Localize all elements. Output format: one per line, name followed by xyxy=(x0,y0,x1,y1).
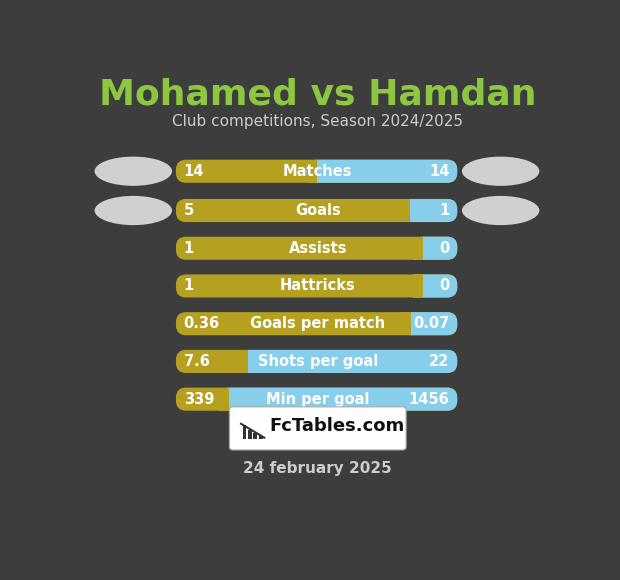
Text: Club competitions, Season 2024/2025: Club competitions, Season 2024/2025 xyxy=(172,114,463,129)
Text: Shots per goal: Shots per goal xyxy=(258,354,378,369)
Text: 5: 5 xyxy=(184,203,194,218)
Text: 1: 1 xyxy=(184,278,194,293)
Bar xyxy=(238,350,248,373)
FancyBboxPatch shape xyxy=(401,312,458,335)
FancyBboxPatch shape xyxy=(176,160,458,183)
Text: Goals: Goals xyxy=(295,203,340,218)
Bar xyxy=(254,433,257,439)
Text: 1: 1 xyxy=(184,241,194,256)
Bar xyxy=(306,160,317,183)
FancyBboxPatch shape xyxy=(306,160,458,183)
FancyBboxPatch shape xyxy=(400,199,458,222)
Bar xyxy=(219,387,229,411)
Ellipse shape xyxy=(462,196,539,225)
Bar xyxy=(414,274,423,298)
Text: Goals per match: Goals per match xyxy=(250,316,385,331)
Text: Matches: Matches xyxy=(283,164,353,179)
Text: FcTables.com: FcTables.com xyxy=(270,417,405,435)
Bar xyxy=(400,199,410,222)
Text: 14: 14 xyxy=(184,164,204,179)
FancyBboxPatch shape xyxy=(414,237,458,260)
Text: 0.07: 0.07 xyxy=(414,316,450,331)
Text: Assists: Assists xyxy=(288,241,347,256)
Text: Mohamed vs Hamdan: Mohamed vs Hamdan xyxy=(99,77,536,111)
Text: 0: 0 xyxy=(439,278,450,293)
FancyBboxPatch shape xyxy=(238,350,458,373)
Text: 14: 14 xyxy=(429,164,450,179)
FancyBboxPatch shape xyxy=(176,312,458,335)
Bar xyxy=(248,430,252,439)
FancyBboxPatch shape xyxy=(176,237,458,260)
Bar xyxy=(414,237,423,260)
FancyBboxPatch shape xyxy=(219,387,458,411)
Text: Min per goal: Min per goal xyxy=(266,392,370,407)
Text: 339: 339 xyxy=(184,392,214,407)
Ellipse shape xyxy=(95,157,172,186)
Text: 24 february 2025: 24 february 2025 xyxy=(244,461,392,476)
Text: 0.36: 0.36 xyxy=(184,316,220,331)
Bar xyxy=(401,312,412,335)
Ellipse shape xyxy=(462,157,539,186)
Text: 1456: 1456 xyxy=(409,392,450,407)
Text: 1: 1 xyxy=(439,203,450,218)
FancyBboxPatch shape xyxy=(176,387,458,411)
FancyBboxPatch shape xyxy=(176,199,458,222)
FancyBboxPatch shape xyxy=(229,407,406,450)
Text: 7.6: 7.6 xyxy=(184,354,210,369)
Ellipse shape xyxy=(95,196,172,225)
FancyBboxPatch shape xyxy=(414,274,458,298)
Bar xyxy=(259,436,263,439)
FancyBboxPatch shape xyxy=(176,350,458,373)
Text: 0: 0 xyxy=(439,241,450,256)
FancyBboxPatch shape xyxy=(176,274,458,298)
Text: 22: 22 xyxy=(429,354,450,369)
Text: Hattricks: Hattricks xyxy=(280,278,356,293)
Bar xyxy=(242,425,247,439)
